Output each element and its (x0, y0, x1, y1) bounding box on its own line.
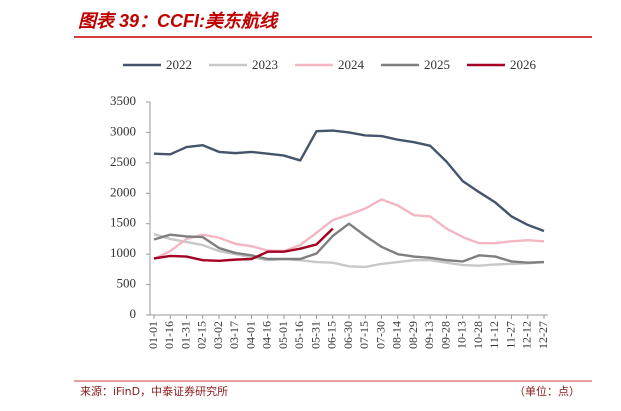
y-tick-label: 500 (117, 276, 137, 291)
legend-label: 2025 (424, 57, 450, 72)
x-tick-label: 03-02 (211, 321, 225, 349)
x-tick-label: 04-16 (260, 321, 274, 349)
y-tick-label: 0 (130, 306, 137, 321)
x-tick-label: 09-28 (438, 321, 452, 349)
x-tick-label: 12-27 (536, 321, 550, 349)
legend-label: 2026 (510, 57, 537, 72)
x-tick-label: 01-01 (146, 321, 160, 349)
x-tick-label: 01-31 (178, 321, 192, 349)
source: 来源：iFinD，中泰证券研究所 (80, 384, 228, 398)
x-tick-label: 07-15 (357, 321, 371, 349)
legend-label: 2024 (338, 57, 365, 72)
x-tick-label: 04-01 (243, 321, 257, 349)
x-tick-label: 05-01 (276, 321, 290, 349)
legend-label: 2022 (166, 57, 192, 72)
y-tick-label: 3500 (110, 93, 136, 108)
x-tick-label: 03-17 (227, 321, 241, 349)
chart-title: 图表 39：CCFI:美东航线 (78, 11, 279, 31)
legend-label: 2023 (252, 57, 278, 72)
x-tick-label: 06-15 (325, 321, 339, 349)
x-tick-label: 01-16 (162, 321, 176, 349)
y-tick-label: 1000 (110, 245, 136, 260)
x-tick-label: 09-13 (422, 321, 436, 349)
unit: （单位：点） (514, 384, 580, 398)
series-line (153, 227, 334, 263)
y-tick-label: 2500 (110, 154, 136, 169)
series-line (153, 129, 545, 233)
y-tick-label: 3000 (110, 123, 136, 138)
series-line (153, 232, 545, 269)
x-tick-label: 07-30 (373, 321, 387, 349)
x-tick-label: 11-27 (503, 321, 517, 349)
y-tick-label: 1500 (110, 215, 136, 230)
x-tick-label: 08-29 (406, 321, 420, 349)
x-tick-label: 10-13 (455, 321, 469, 349)
x-tick-label: 05-16 (292, 321, 306, 349)
x-tick-label: 08-14 (390, 321, 404, 349)
series-line (153, 198, 545, 261)
x-tick-label: 02-15 (195, 321, 209, 349)
x-tick-label: 06-30 (341, 321, 355, 349)
x-tick-label: 05-31 (308, 321, 322, 349)
x-tick-label: 11-12 (487, 321, 501, 349)
series-line (153, 222, 545, 264)
y-tick-label: 2000 (110, 184, 136, 199)
x-tick-label: 10-28 (471, 321, 485, 349)
x-tick-label: 12-12 (520, 321, 534, 349)
